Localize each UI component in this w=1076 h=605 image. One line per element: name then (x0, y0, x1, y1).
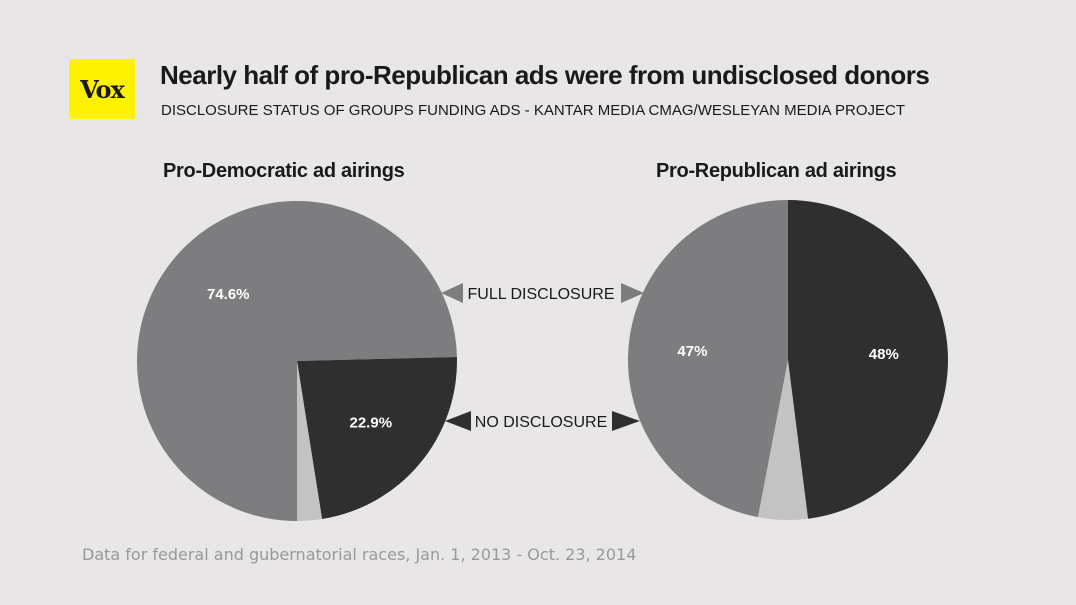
slice-data-label: 74.6% (207, 286, 250, 303)
footer-note: Data for federal and gubernatorial races… (82, 545, 637, 564)
pie-republican: 47% 48% (628, 200, 949, 520)
pie-slice (758, 360, 809, 520)
slice-data-label: 22.9% (350, 414, 393, 431)
page-title: Nearly half of pro-Republican ads were f… (160, 60, 930, 90)
arrow-none-left (445, 411, 471, 431)
slice-data-label: 48% (869, 346, 899, 363)
vox-logo: Vox (69, 59, 135, 119)
arrow-none-right (612, 411, 640, 431)
slice-data-label: 47% (677, 343, 707, 360)
page-subtitle: DISCLOSURE STATUS OF GROUPS FUNDING ADS … (161, 102, 905, 119)
pie-title-democratic: Pro-Democratic ad airings (163, 160, 405, 182)
pie-slice (297, 356, 457, 520)
logo-text: Vox (80, 74, 125, 104)
pie-title-republican: Pro-Republican ad airings (656, 160, 897, 182)
pie-slice (297, 361, 323, 521)
legend-full-label: FULL DISCLOSURE (468, 286, 615, 303)
arrow-full-right (621, 283, 644, 303)
legend-no-label: NO DISCLOSURE (475, 414, 607, 431)
pie-slice (136, 201, 457, 522)
pie-slice (788, 200, 949, 519)
pie-slice (628, 200, 788, 518)
arrow-full-left (441, 283, 463, 303)
pie-democratic: 74.6% 22.9% (136, 201, 457, 522)
